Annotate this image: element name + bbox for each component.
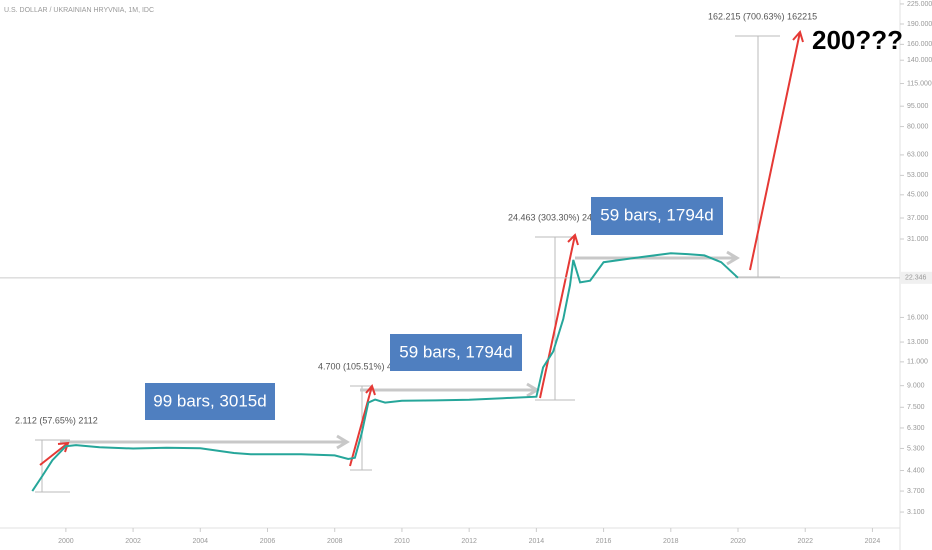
x-tick-label: 2010 <box>394 538 410 545</box>
x-tick-label: 2012 <box>461 538 477 545</box>
x-tick-label: 2024 <box>865 538 881 545</box>
last-price-label: 22.346 <box>905 275 927 282</box>
x-tick-label: 2014 <box>529 538 545 545</box>
annotation-box <box>145 383 275 420</box>
measure-label: 2.112 (57.65%) 2112 <box>15 415 98 425</box>
x-tick-label: 2018 <box>663 538 679 545</box>
x-tick-label: 2008 <box>327 538 343 545</box>
x-tick-label: 2004 <box>193 538 209 545</box>
annotation-text: 59 bars, 1794d <box>399 342 512 361</box>
y-tick-label: 13.000 <box>907 339 929 346</box>
y-tick-label: 3.100 <box>907 509 925 516</box>
chart-title: U.S. DOLLAR / UKRAINIAN HRYVNIA, 1M, IDC <box>4 7 154 14</box>
x-tick-label: 2020 <box>730 538 746 545</box>
y-tick-label: 95.000 <box>907 103 929 110</box>
annotation-text: 200??? <box>812 25 903 55</box>
y-tick-label: 6.300 <box>907 425 925 432</box>
y-tick-label: 4.400 <box>907 467 925 474</box>
measure-label: 162.215 (700.63%) 162215 <box>708 11 817 21</box>
projection-arrows <box>39 29 804 467</box>
price-line <box>31 252 739 492</box>
y-tick-label: 160.000 <box>907 41 932 48</box>
y-tick-label: 16.000 <box>907 314 929 321</box>
x-tick-label: 2002 <box>125 538 141 545</box>
y-tick-label: 45.000 <box>907 192 929 199</box>
y-tick-label: 115.000 <box>907 80 932 87</box>
y-tick-label: 5.300 <box>907 445 925 452</box>
y-tick-label: 190.000 <box>907 21 932 28</box>
measure-label: 24.463 (303.30%) 24463 <box>508 212 607 222</box>
last-price-box <box>901 271 932 284</box>
annotation-box <box>591 197 723 235</box>
y-tick-label: 3.700 <box>907 488 925 495</box>
x-tick-label: 2000 <box>58 538 74 545</box>
y-tick-label: 80.000 <box>907 123 929 130</box>
annotation-text: 59 bars, 1794d <box>600 205 713 224</box>
y-tick-label: 31.000 <box>907 236 929 243</box>
y-tick-label: 225.000 <box>907 1 932 8</box>
y-tick-label: 7.500 <box>907 404 925 411</box>
x-tick-label: 2016 <box>596 538 612 545</box>
annotation-box <box>390 334 522 371</box>
measure-label: 4.700 (105.51%) 4700 <box>318 361 407 371</box>
y-tick-label: 9.000 <box>907 383 925 390</box>
y-tick-label: 63.000 <box>907 152 929 159</box>
y-tick-label: 53.000 <box>907 172 929 179</box>
x-tick-label: 2006 <box>260 538 276 545</box>
x-tick-label: 2022 <box>797 538 813 545</box>
y-tick-label: 37.000 <box>907 215 929 222</box>
annotation-text: 99 bars, 3015d <box>153 391 266 410</box>
y-tick-label: 11.000 <box>907 359 928 366</box>
y-tick-label: 140.000 <box>907 57 932 64</box>
